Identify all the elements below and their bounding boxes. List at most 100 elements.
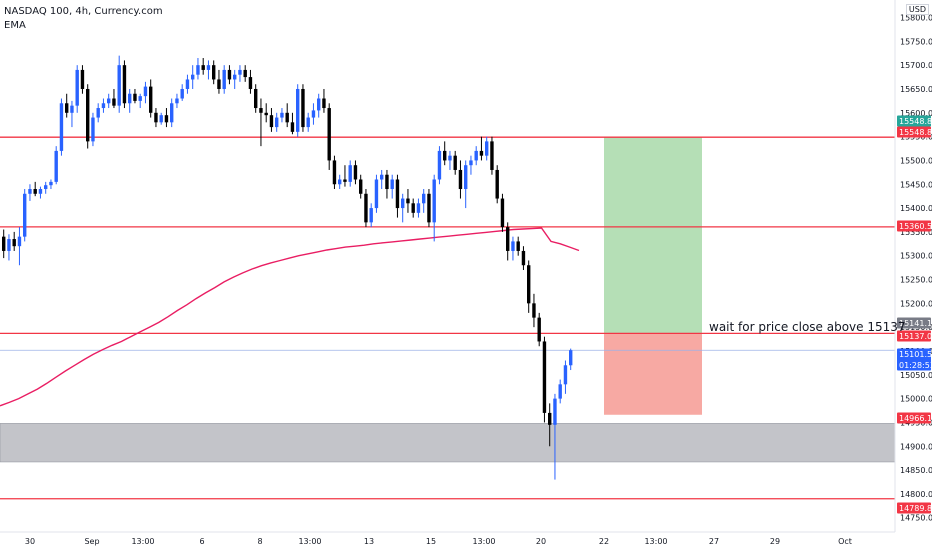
candle-body	[311, 110, 316, 118]
candle	[222, 65, 226, 94]
candle	[406, 189, 410, 213]
candle	[495, 165, 499, 204]
y-tick-label: 15700.0	[900, 61, 932, 70]
candle	[2, 229, 6, 259]
candle-body	[385, 174, 389, 190]
price-tag-box	[897, 348, 931, 371]
candle	[569, 348, 573, 371]
candle-body	[275, 117, 279, 128]
candle-body	[70, 105, 74, 113]
candle-body	[374, 179, 379, 209]
x-tick-label: 6	[199, 537, 204, 546]
y-tick-label: 14750.0	[900, 514, 932, 523]
candle	[437, 146, 442, 185]
candle-body	[180, 88, 184, 99]
candle	[91, 112, 95, 147]
candle-body	[537, 317, 541, 342]
candle	[322, 88, 326, 113]
candle	[138, 93, 142, 109]
candle	[327, 103, 331, 170]
candle	[86, 84, 90, 149]
candle-body	[416, 203, 421, 213]
price-tag: 15141.1	[897, 317, 932, 329]
y-tick-label: 15000.0	[900, 395, 932, 404]
candle-body	[233, 74, 237, 80]
candle-body	[191, 74, 195, 80]
candle	[96, 103, 100, 123]
candle	[159, 112, 163, 125]
candle	[101, 98, 106, 113]
price-tag: 15101.5 01:28:53	[897, 348, 932, 371]
candle	[479, 136, 484, 161]
candle-body	[154, 112, 158, 123]
candle-body	[422, 193, 426, 204]
candle-body	[133, 93, 137, 101]
candle	[490, 136, 494, 175]
price-tag-box	[897, 317, 931, 329]
candle-body	[23, 193, 27, 237]
candle-body	[290, 122, 295, 132]
candle-body	[227, 69, 232, 80]
candle-body	[222, 69, 226, 89]
candle	[65, 93, 69, 118]
candle	[532, 293, 536, 328]
y-tick-label: 15250.0	[900, 276, 932, 285]
candle-body	[532, 303, 536, 318]
candle	[290, 112, 295, 135]
price-tag-box	[897, 220, 931, 232]
candle-body	[264, 112, 268, 116]
candle-body	[159, 115, 163, 123]
candle-body	[485, 141, 489, 156]
candle	[427, 189, 431, 228]
candle-body	[164, 115, 169, 123]
candle-body	[469, 160, 473, 166]
candle	[332, 155, 337, 190]
candle	[364, 189, 368, 228]
x-tick-label: 20	[536, 537, 546, 546]
candle	[453, 150, 457, 175]
candle	[469, 155, 473, 175]
candle-body	[12, 239, 16, 247]
candle	[185, 74, 190, 94]
candle	[311, 103, 316, 125]
candle	[17, 227, 22, 266]
candle-body	[521, 250, 526, 266]
candle-body	[479, 150, 484, 156]
candle-body	[254, 88, 258, 109]
candle-body	[212, 65, 216, 80]
candle-body	[117, 65, 121, 106]
candle	[122, 60, 127, 109]
y-tick-label: 15450.0	[900, 180, 932, 189]
x-tick-label: 13:00	[131, 537, 154, 546]
y-tick-label: 15350.0	[900, 228, 932, 237]
x-tick-label: 30	[25, 537, 35, 546]
candle-body	[59, 103, 64, 151]
candle	[521, 246, 526, 270]
candle	[248, 69, 253, 94]
candle	[317, 93, 321, 118]
candle-body	[107, 98, 111, 104]
candle-body	[49, 181, 53, 186]
candle-body	[432, 179, 436, 223]
candle	[401, 193, 405, 223]
candle-body	[86, 88, 90, 142]
price-tag-box	[897, 412, 931, 424]
candle-body	[196, 65, 200, 75]
x-tick-label: 13:00	[644, 537, 667, 546]
candle-body	[390, 179, 394, 190]
candle	[75, 65, 79, 113]
x-tick-label: 29	[770, 537, 780, 546]
currency-badge[interactable]: USD	[905, 4, 929, 15]
candle-body	[411, 203, 415, 213]
candle	[180, 84, 184, 101]
candle-body	[306, 117, 310, 128]
candle-body	[149, 86, 153, 113]
candle	[275, 112, 279, 132]
candle-body	[395, 179, 400, 209]
candle	[59, 98, 64, 156]
candle	[128, 88, 132, 113]
candle-body	[44, 185, 48, 190]
candle	[506, 222, 510, 261]
